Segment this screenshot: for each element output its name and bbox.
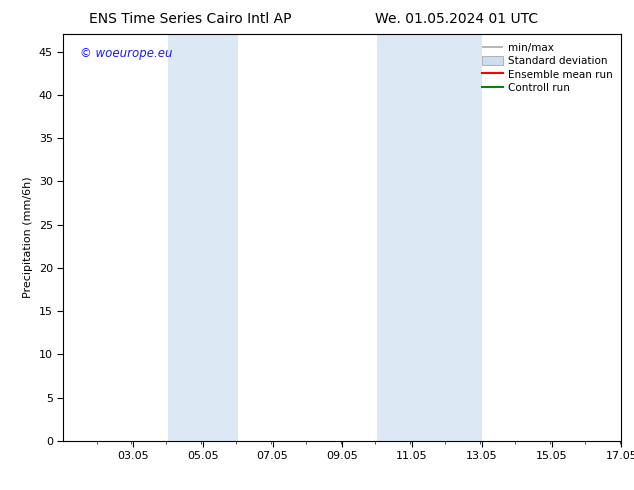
Text: We. 01.05.2024 01 UTC: We. 01.05.2024 01 UTC	[375, 12, 538, 26]
Bar	[168, 34, 238, 441]
Text: ENS Time Series Cairo Intl AP: ENS Time Series Cairo Intl AP	[89, 12, 292, 26]
Text: © woeurope.eu: © woeurope.eu	[80, 47, 172, 59]
Y-axis label: Precipitation (mm/6h): Precipitation (mm/6h)	[23, 177, 34, 298]
Bar	[377, 34, 482, 441]
Legend: min/max, Standard deviation, Ensemble mean run, Controll run: min/max, Standard deviation, Ensemble me…	[479, 40, 616, 96]
